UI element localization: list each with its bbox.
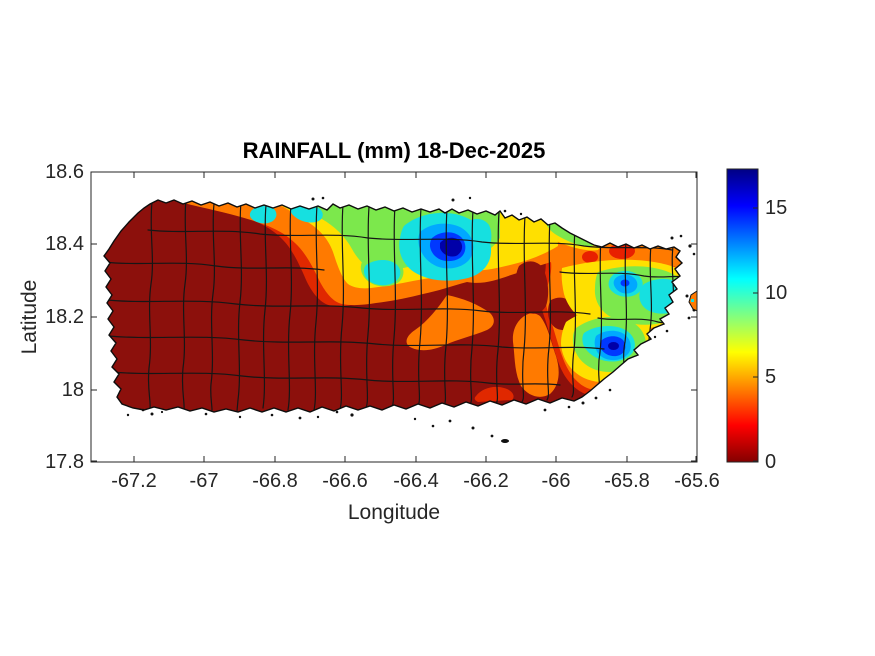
x-tick-label: -65.8 bbox=[604, 470, 650, 492]
x-tick-label: -67 bbox=[189, 470, 219, 492]
colorbar-tick-label: 10 bbox=[765, 282, 788, 304]
x-tick-label: -67.2 bbox=[111, 470, 157, 492]
x-tick-label: -66.6 bbox=[322, 470, 368, 492]
y-tick-label: 18.4 bbox=[45, 233, 84, 255]
colorbar-tick-label: 0 bbox=[765, 451, 777, 473]
y-tick-label: 17.8 bbox=[45, 451, 84, 473]
x-tick-label: -66.2 bbox=[463, 470, 509, 492]
edge-islet bbox=[688, 290, 698, 312]
islets bbox=[126, 196, 696, 443]
plot-title: RAINFALL (mm) 18-Dec-2025 bbox=[242, 138, 546, 163]
x-tick-label: -66 bbox=[541, 470, 571, 492]
plot-frame bbox=[90, 171, 698, 463]
x-axis-label: Longitude bbox=[347, 501, 441, 524]
island-map bbox=[104, 200, 682, 412]
x-tick-label: -66.4 bbox=[393, 470, 439, 492]
x-tick-label: -66.8 bbox=[252, 470, 298, 492]
y-tick-label: 18.2 bbox=[45, 306, 84, 328]
colorbar-tick-label: 15 bbox=[765, 197, 788, 219]
x-tick-label: -65.6 bbox=[674, 470, 720, 492]
colorbar bbox=[726, 168, 759, 463]
coastline bbox=[103, 199, 684, 413]
y-tick-label: 18.6 bbox=[45, 161, 84, 183]
colorbar-tick-label: 5 bbox=[765, 366, 777, 388]
y-tick-label: 18 bbox=[61, 379, 84, 401]
municipality-borders bbox=[104, 200, 682, 412]
